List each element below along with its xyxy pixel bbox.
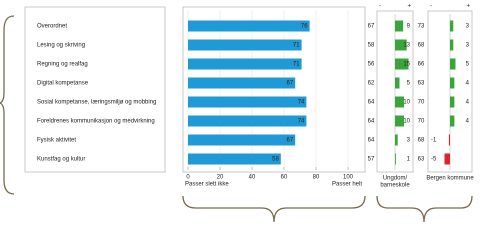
value-label: 71 [293,62,300,68]
diff-bar [444,153,450,165]
panel-title: Bergen kommune [426,176,474,182]
panel-title: barneskole [380,183,410,189]
x-tick-label: 40 [249,175,256,181]
diff-bar [395,20,404,32]
category-label: Fysisk aktivitet [37,138,76,144]
value-label: 76 [301,24,308,30]
category-label: Regning og realfag [37,62,88,68]
value-label: -5 [431,157,437,163]
value-label: 13 [403,43,410,49]
value-label: 4 [466,100,470,106]
value-label: 1 [407,157,411,163]
diff-bar [450,20,454,32]
value-label: 74 [298,119,305,125]
reference-value: 63 [418,81,425,87]
reference-value: 66 [418,62,425,68]
bar [188,77,296,89]
bar [188,58,302,70]
reference-value: 64 [368,100,375,106]
diff-bar [395,77,400,89]
bottom-brace [182,195,366,223]
reference-value: 70 [418,100,425,106]
category-label: Digital kompetanse [37,81,89,87]
value-label: 9 [407,24,411,30]
diff-bar [448,134,450,146]
value-label: 74 [298,100,305,106]
left-brace [0,15,15,195]
reference-value: 64 [368,119,375,125]
bar [188,20,310,32]
category-label: Kunstfag og kultur [37,157,85,163]
x-tick-label: 20 [217,175,224,181]
diff-bar [450,96,455,108]
x-axis-label-left: Passer slett ikke [185,182,229,188]
diff-bar [395,39,407,51]
value-label: 5 [466,62,470,68]
x-tick-label: 100 [343,175,354,181]
value-label: -1 [431,138,437,144]
x-axis-label-right: Passer helt [332,182,362,188]
x-tick-label: 0 [186,175,190,181]
value-label: 10 [403,100,410,106]
bar [188,96,307,108]
reference-value: 56 [368,62,375,68]
diff-bar [395,96,404,108]
value-label: 3 [466,43,470,49]
diff-bar [450,115,455,127]
diff-bar [395,134,398,146]
category-label: Overordnet [37,24,67,30]
reference-value: 67 [368,24,375,30]
diff-bar [450,77,455,89]
bar-panel [182,6,366,173]
reference-value: 68 [418,43,425,49]
category-label: Lesing og skriving [37,43,85,49]
diff-bar [395,58,409,70]
bar [188,153,281,165]
bar [188,134,296,146]
diff-bar [395,115,404,127]
reference-value: 62 [368,81,375,87]
x-tick-label: 60 [281,175,288,181]
reference-value: 63 [418,157,425,163]
category-label: Foreldrenes kommunikasjon og medvirkning [37,119,155,125]
category-panel [24,6,166,173]
axis-label: - [379,4,381,10]
screen: 0 20 40 60 80 100 Passer slett ikke Passer helt… [0,4,474,223]
axis-label: - [430,4,432,10]
diff-bar [450,39,454,51]
bottom-brace [376,195,473,223]
diff-bar [395,153,396,165]
value-label: 3 [407,138,411,144]
reference-value: 70 [418,119,425,125]
reference-value: 57 [368,157,375,163]
value-label: 15 [403,62,410,68]
value-label: 4 [466,81,470,87]
reference-value: 68 [418,138,425,144]
value-label: 5 [407,81,411,87]
value-label: 71 [293,43,300,49]
reference-value: 73 [418,24,425,30]
bar [188,115,307,127]
diff-bar [450,58,456,70]
value-label: 10 [403,119,410,125]
category-label: Sosial kompetanse, læringsmiljø og mobbi… [37,100,156,106]
value-label: 67 [287,138,294,144]
bar [188,39,302,51]
axis-label: + [466,4,470,10]
axis-label: + [407,4,411,10]
value-label: 4 [466,119,470,125]
reference-value: 58 [368,43,375,49]
value-label: 67 [287,81,294,87]
value-label: 58 [272,157,279,163]
x-tick-label: 80 [313,175,320,181]
value-label: 3 [466,24,470,30]
reference-value: 64 [368,138,375,144]
panel-title: Ungdom/ [383,176,408,182]
